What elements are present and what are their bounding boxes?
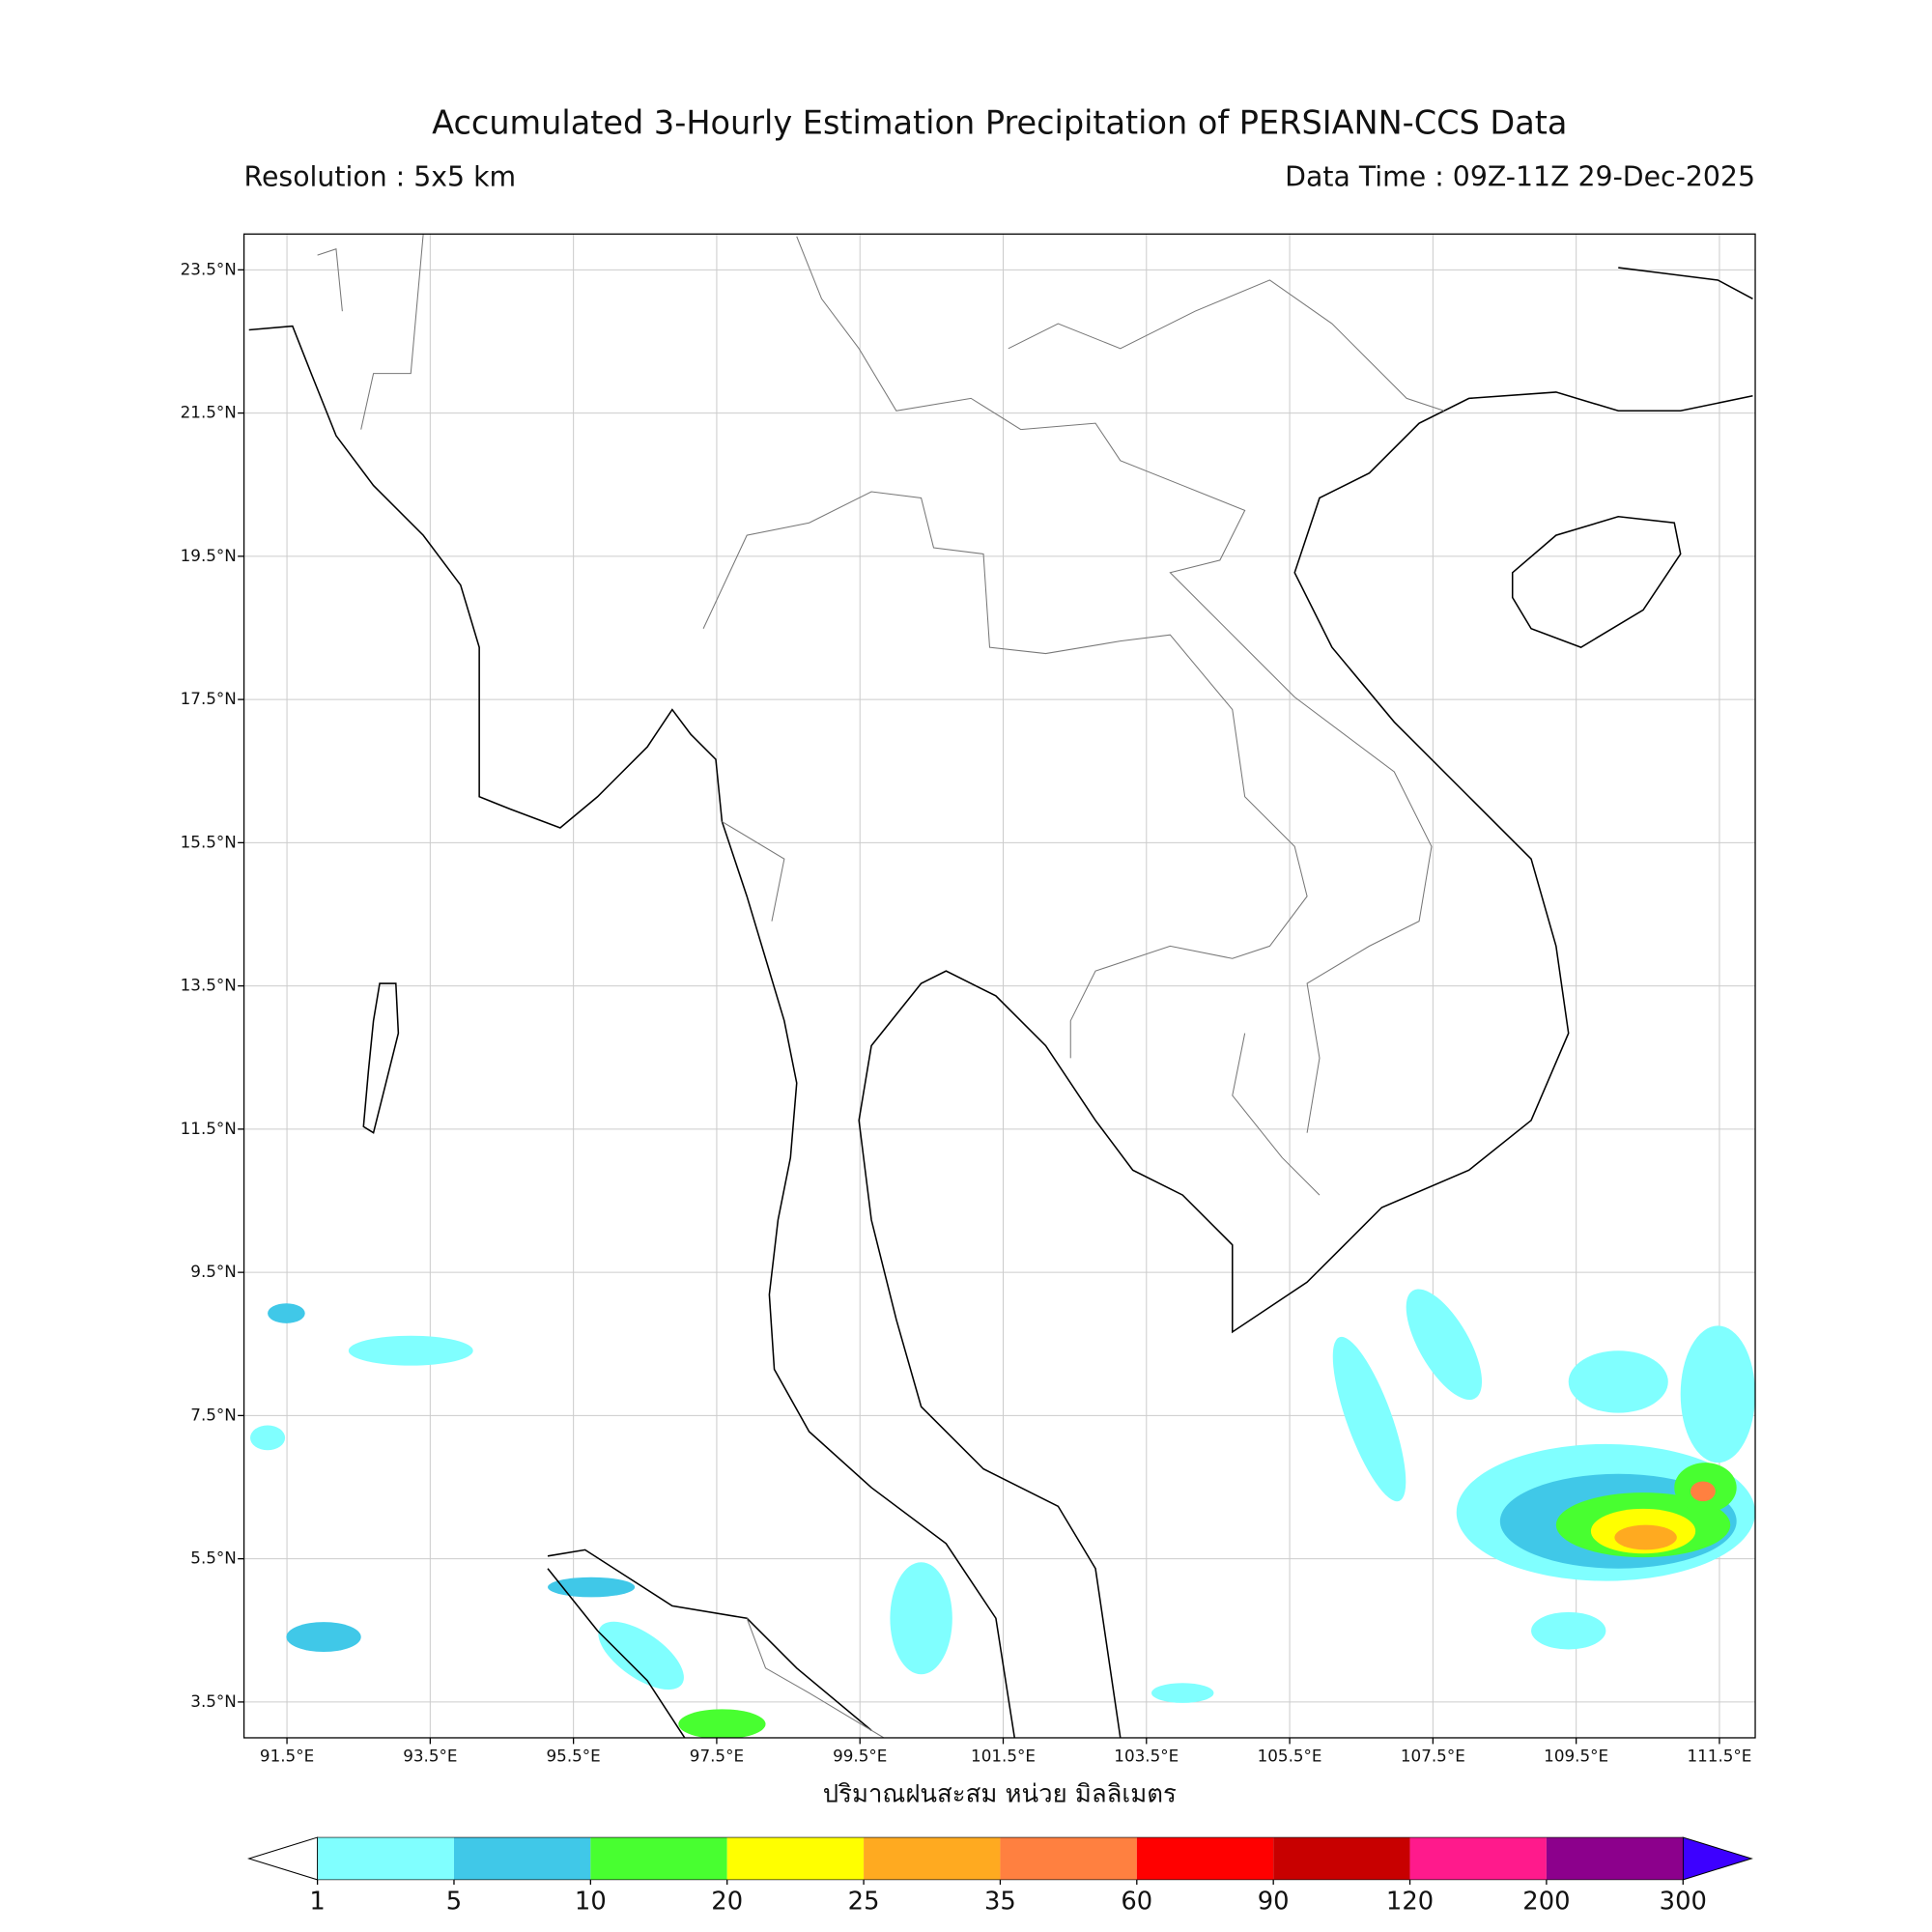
rain-area [1406,1289,1483,1401]
lon-tick-label: 107.5°E [1401,1746,1465,1765]
colorbar-segment [590,1837,727,1880]
colorbar-label: 120 [1386,1888,1434,1917]
colorbar-segment [1000,1837,1137,1880]
rain-area [1151,1683,1214,1703]
x-axis-label: ปริมาณฝนสะสม หน่วย มิลลิเมตร [823,1780,1177,1809]
colorbar-over [1682,1836,1753,1881]
rain-area [268,1303,305,1323]
lon-tick-label: 95.5°E [547,1746,601,1765]
colorbar-label: 60 [1121,1888,1152,1917]
lon-tick-label: 101.5°E [971,1746,1036,1765]
coastline [1618,267,1753,299]
border [702,491,1308,1059]
rain-area [1614,1524,1677,1550]
colorbar-label: 200 [1522,1888,1570,1917]
coastline [248,325,1016,1738]
colorbar-segment [317,1837,454,1880]
colorbar-segment [864,1837,1001,1880]
colorbar-under [246,1836,319,1881]
lat-tick-label: 3.5°N [190,1691,237,1711]
lon-tick-label: 91.5°E [260,1746,314,1765]
lon-tick-label: 99.5°E [833,1746,887,1765]
hainan [1511,516,1682,648]
rain-area [1690,1481,1716,1502]
colorbar-segment [1546,1837,1684,1880]
lat-tick-label: 19.5°N [181,546,237,565]
border [796,236,1445,1196]
colorbar-segment [453,1837,591,1880]
lat-tick-label: 11.5°N [181,1119,237,1138]
lat-tick-label: 13.5°N [181,976,237,995]
rain-area [678,1709,766,1738]
rain-area [548,1577,636,1598]
lon-tick-label: 103.5°E [1114,1746,1179,1765]
rain-area [598,1621,684,1690]
rain-areas [250,1289,1756,1738]
lat-tick-label: 15.5°N [181,832,237,851]
lon-tick-label: 111.5°E [1687,1746,1751,1765]
rain-area [1568,1350,1668,1413]
colorbar-label: 300 [1660,1888,1707,1917]
lat-tick-label: 23.5°N [181,259,237,278]
colorbar-label: 20 [711,1888,743,1917]
colorbar-label: 1 [309,1888,325,1917]
colorbar-segment [726,1837,865,1880]
border [317,234,885,1738]
lat-tick-label: 9.5°N [190,1262,237,1281]
colorbar-label: 5 [446,1888,462,1917]
rain-area [1680,1325,1756,1463]
lon-tick-label: 109.5°E [1544,1746,1608,1765]
coastline [858,391,1753,1738]
title: Accumulated 3-Hourly Estimation Precipit… [432,103,1567,141]
lon-tick-label: 97.5°E [690,1746,744,1765]
rain-area [250,1425,286,1451]
rain-area [890,1562,952,1675]
lat-tick-label: 5.5°N [190,1548,237,1568]
lat-tick-label: 17.5°N [181,689,237,708]
colorbar-segment [1409,1837,1547,1880]
colorbar-label: 25 [848,1888,880,1917]
rain-area [1332,1336,1406,1502]
rain-area [1531,1611,1606,1650]
colorbar-label: 35 [984,1888,1016,1917]
map-content [248,234,1756,1738]
colorbar: 1 5 10 20 25 35 60 90 120 200 300 [246,1836,1753,1917]
colorbar-label: 90 [1258,1888,1290,1917]
colorbar-segment [1273,1837,1410,1880]
rain-area [348,1335,473,1366]
lat-tick-label: 7.5°N [190,1405,237,1424]
data-time: Data Time : 09Z-11Z 29-Dec-2025 [1285,160,1755,192]
colorbar-label: 10 [575,1888,607,1917]
andaman-islands [362,982,400,1134]
resolution: Resolution : 5x5 km [244,160,517,192]
sumatra [547,1548,872,1738]
rain-area [286,1622,361,1653]
lon-tick-label: 93.5°E [403,1746,457,1765]
lat-tick-label: 21.5°N [181,403,237,422]
colorbar-segment [1136,1837,1274,1880]
lon-tick-label: 105.5°E [1258,1746,1322,1765]
